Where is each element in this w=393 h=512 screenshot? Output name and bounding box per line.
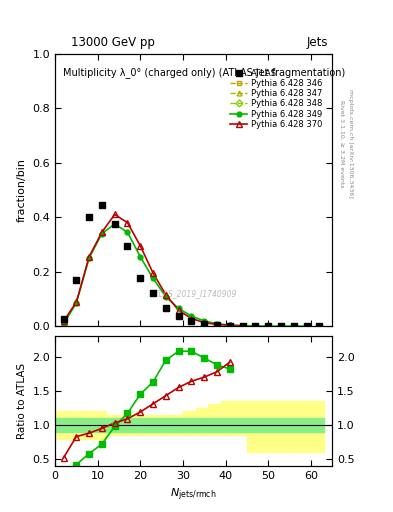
Line: Pythia 6.428 349: Pythia 6.428 349 — [61, 222, 309, 329]
Pythia 6.428 349 — [112, 221, 117, 227]
Pythia 6.428 349 — [240, 323, 245, 329]
Pythia 6.428 349 — [202, 318, 207, 324]
ATLAS — [304, 323, 309, 329]
Pythia 6.428 349 — [266, 323, 270, 329]
Pythia 6.428 349 — [176, 305, 181, 311]
Text: 13000 GeV pp: 13000 GeV pp — [71, 36, 154, 49]
Text: Multiplicity λ_0° (charged only) (ATLAS jet fragmentation): Multiplicity λ_0° (charged only) (ATLAS … — [63, 68, 345, 78]
ATLAS — [61, 316, 66, 323]
ATLAS — [228, 323, 232, 329]
Pythia 6.428 349 — [304, 323, 309, 329]
ATLAS — [189, 318, 194, 324]
ATLAS — [202, 321, 207, 327]
ATLAS — [176, 313, 181, 319]
Y-axis label: Ratio to ATLAS: Ratio to ATLAS — [17, 363, 27, 439]
Line: ATLAS: ATLAS — [61, 202, 322, 329]
Pythia 6.428 370 — [99, 229, 104, 235]
Line: Pythia 6.428 370: Pythia 6.428 370 — [61, 211, 245, 329]
Pythia 6.428 349 — [74, 300, 79, 306]
Pythia 6.428 349 — [253, 323, 258, 329]
Pythia 6.428 370 — [240, 323, 245, 329]
ATLAS — [125, 243, 130, 249]
ATLAS — [99, 202, 104, 208]
Pythia 6.428 349 — [228, 322, 232, 328]
Text: mcplots.cern.ch [arXiv:1306.3436]: mcplots.cern.ch [arXiv:1306.3436] — [348, 89, 353, 198]
Text: ATLAS_2019_I1740909: ATLAS_2019_I1740909 — [150, 289, 237, 298]
Pythia 6.428 370 — [87, 253, 92, 260]
ATLAS — [163, 305, 168, 311]
Text: Rivet 3.1.10, ≥ 3.2M events: Rivet 3.1.10, ≥ 3.2M events — [339, 99, 344, 187]
Pythia 6.428 349 — [87, 255, 92, 261]
Pythia 6.428 349 — [279, 323, 283, 329]
Pythia 6.428 370 — [74, 299, 79, 305]
Pythia 6.428 370 — [163, 292, 168, 298]
Pythia 6.428 370 — [61, 318, 66, 324]
Pythia 6.428 370 — [112, 211, 117, 218]
ATLAS — [112, 221, 117, 227]
ATLAS — [266, 323, 270, 329]
ATLAS — [215, 322, 219, 328]
Y-axis label: fraction/bin: fraction/bin — [17, 158, 27, 222]
Pythia 6.428 370 — [202, 319, 207, 326]
Pythia 6.428 370 — [228, 322, 232, 328]
ATLAS — [74, 277, 79, 283]
Pythia 6.428 349 — [291, 323, 296, 329]
ATLAS — [317, 323, 321, 329]
Pythia 6.428 370 — [151, 270, 155, 276]
Pythia 6.428 349 — [215, 321, 219, 327]
Pythia 6.428 370 — [215, 322, 219, 328]
Pythia 6.428 370 — [138, 243, 143, 249]
Pythia 6.428 349 — [189, 313, 194, 319]
ATLAS — [87, 214, 92, 220]
Text: Jets: Jets — [307, 36, 328, 49]
ATLAS — [138, 275, 143, 282]
Pythia 6.428 349 — [138, 253, 143, 260]
ATLAS — [253, 323, 258, 329]
Pythia 6.428 370 — [125, 220, 130, 226]
Legend: ATLAS, Pythia 6.428 346, Pythia 6.428 347, Pythia 6.428 348, Pythia 6.428 349, P: ATLAS, Pythia 6.428 346, Pythia 6.428 34… — [228, 66, 325, 132]
Pythia 6.428 370 — [176, 307, 181, 313]
Pythia 6.428 349 — [99, 230, 104, 237]
Pythia 6.428 349 — [163, 294, 168, 300]
ATLAS — [240, 323, 245, 329]
ATLAS — [279, 323, 283, 329]
Pythia 6.428 349 — [151, 275, 155, 282]
X-axis label: $N_\mathrm{jets/rm{ch}}$: $N_\mathrm{jets/rm{ch}}$ — [170, 486, 217, 503]
Pythia 6.428 349 — [125, 229, 130, 235]
Pythia 6.428 370 — [189, 315, 194, 322]
Pythia 6.428 349 — [61, 321, 66, 327]
ATLAS — [291, 323, 296, 329]
ATLAS — [151, 290, 155, 296]
